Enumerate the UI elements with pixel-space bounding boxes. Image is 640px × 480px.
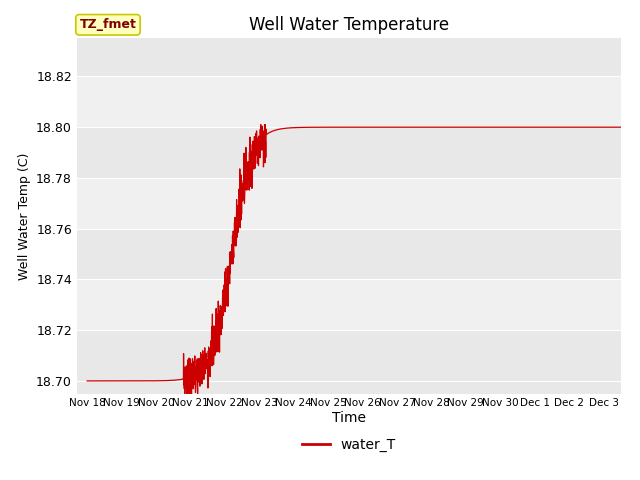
Text: TZ_fmet: TZ_fmet <box>79 18 136 31</box>
Bar <box>77 228 621 279</box>
Bar <box>77 330 621 394</box>
Bar <box>77 127 621 178</box>
Bar <box>77 38 621 76</box>
Bar <box>77 178 621 228</box>
Bar <box>77 76 621 127</box>
Title: Well Water Temperature: Well Water Temperature <box>249 16 449 34</box>
Legend: water_T: water_T <box>296 432 401 458</box>
Bar <box>77 279 621 330</box>
Y-axis label: Well Water Temp (C): Well Water Temp (C) <box>17 152 31 280</box>
X-axis label: Time: Time <box>332 411 366 425</box>
